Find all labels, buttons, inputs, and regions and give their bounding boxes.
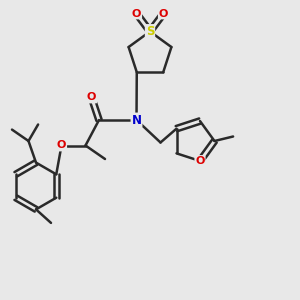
Text: O: O xyxy=(159,8,168,19)
Text: O: O xyxy=(132,8,141,19)
Text: N: N xyxy=(131,113,142,127)
Text: O: O xyxy=(195,156,205,166)
Text: S: S xyxy=(146,25,154,38)
Text: O: O xyxy=(87,92,96,103)
Text: O: O xyxy=(57,140,66,151)
